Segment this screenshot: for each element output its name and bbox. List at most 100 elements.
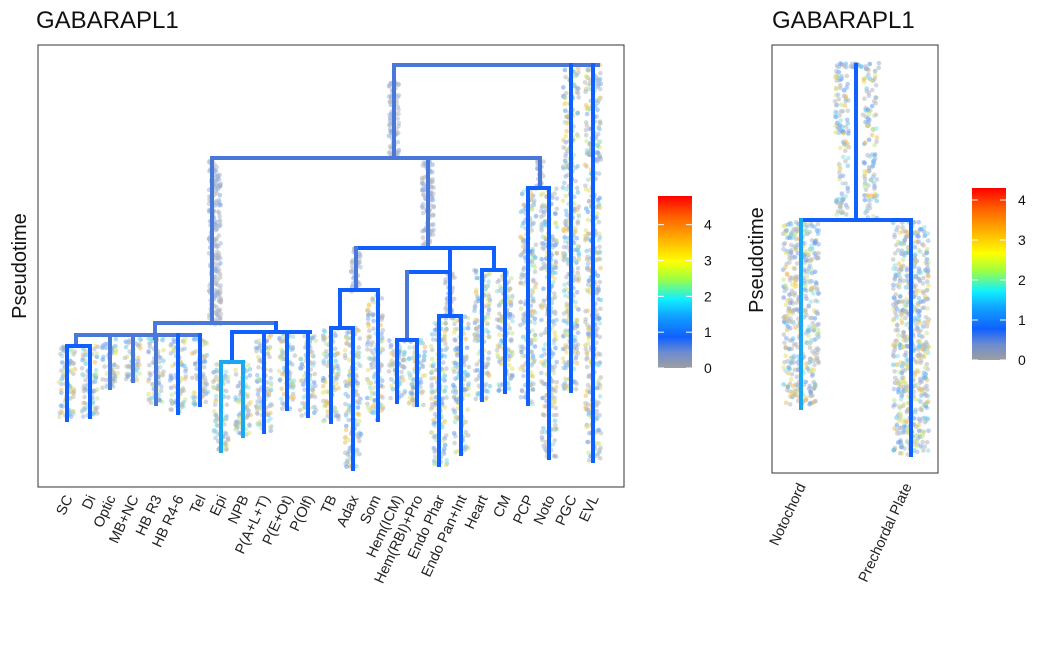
left-cell-point xyxy=(583,103,589,108)
left-cell-point xyxy=(552,330,557,335)
left-cell-point xyxy=(497,332,502,338)
right-cell-point xyxy=(834,120,840,126)
left-cell-point xyxy=(431,337,436,342)
right-cell-point xyxy=(925,320,931,325)
right-cell-point xyxy=(926,428,931,434)
left-cell-point xyxy=(401,357,406,363)
left-cell-point xyxy=(562,95,568,101)
left-cell-point xyxy=(409,382,414,387)
right-cell-point xyxy=(788,319,793,325)
right-cell-point xyxy=(840,181,845,186)
left-x-tick-label: PGC xyxy=(553,493,581,528)
right-cell-point xyxy=(787,338,792,343)
left-cell-point xyxy=(211,379,216,385)
left-cell-point xyxy=(505,322,511,328)
left-cell-point xyxy=(564,114,570,119)
right-cell-point xyxy=(816,250,821,256)
left-cell-point xyxy=(355,405,361,410)
left-cell-point xyxy=(161,348,166,353)
right-cell-point xyxy=(784,261,789,267)
left-cell-point xyxy=(518,306,524,311)
right-cell-point xyxy=(901,430,906,435)
left-cell-point xyxy=(560,198,566,204)
left-cell-point xyxy=(72,366,78,372)
left-cell-point xyxy=(595,131,601,137)
right-cell-point xyxy=(892,296,897,301)
left-cell-point xyxy=(464,345,470,351)
left-cell-point xyxy=(564,301,570,307)
left-cell-point xyxy=(216,183,222,188)
left-cell-point xyxy=(487,271,493,277)
right-cell-point xyxy=(912,397,918,402)
left-cell-point xyxy=(400,378,406,383)
left-cell-point xyxy=(233,395,238,400)
left-cell-point xyxy=(444,345,450,351)
left-cell-point xyxy=(574,381,579,387)
left-cell-point xyxy=(256,404,261,409)
left-cell-point xyxy=(586,86,592,92)
left-cell-point xyxy=(583,343,588,348)
left-cell-point xyxy=(442,388,448,394)
left-cell-point xyxy=(156,359,162,365)
right-cell-point xyxy=(865,123,870,129)
left-cell-point xyxy=(539,222,544,228)
left-cell-point xyxy=(431,417,436,423)
left-cell-point xyxy=(598,430,604,436)
left-cell-point xyxy=(321,328,327,333)
right-cell-point xyxy=(783,250,789,256)
right-cell-point xyxy=(898,413,903,419)
right-cell-point xyxy=(918,360,923,366)
right-cell-point xyxy=(807,280,812,285)
right-cell-point xyxy=(789,242,794,248)
right-cell-point xyxy=(925,448,931,453)
left-cell-point xyxy=(583,317,588,322)
left-cell-point xyxy=(494,347,500,353)
right-cell-point xyxy=(898,379,904,385)
left-cell-point xyxy=(532,269,538,275)
left-cell-point xyxy=(202,354,207,359)
left-cell-point xyxy=(463,444,469,449)
right-cell-point xyxy=(904,338,909,343)
left-cell-point xyxy=(356,361,361,367)
left-cell-point xyxy=(167,378,173,383)
left-cell-point xyxy=(218,255,223,261)
right-cell-point xyxy=(869,103,875,109)
left-cell-point xyxy=(94,354,100,360)
left-cell-point xyxy=(344,459,350,465)
left-cell-point xyxy=(344,341,349,346)
left-cell-point xyxy=(308,382,314,388)
left-cell-point xyxy=(520,272,525,278)
left-cell-point xyxy=(575,190,581,195)
left-cell-point xyxy=(256,365,261,370)
left-cell-point xyxy=(443,384,449,390)
left-cell-point xyxy=(60,360,65,365)
left-cell-point xyxy=(183,369,188,374)
left-cell-point xyxy=(562,254,567,259)
left-cell-point xyxy=(301,395,307,400)
right-cell-point xyxy=(838,61,843,66)
left-cell-point xyxy=(268,410,273,416)
left-cell-point xyxy=(574,361,580,366)
left-cell-point xyxy=(474,336,480,342)
left-cell-point xyxy=(552,191,557,196)
right-cell-point xyxy=(872,152,878,157)
left-cell-point xyxy=(276,368,282,374)
right-cell-point xyxy=(837,170,842,175)
right-cell-point xyxy=(843,181,848,186)
right-cell-point xyxy=(891,286,896,291)
right-cell-point xyxy=(811,367,817,373)
left-x-tick-label: SC xyxy=(54,493,77,518)
left-cell-point xyxy=(595,157,601,162)
left-x-tick-label: Adax xyxy=(334,492,363,529)
left-cell-point xyxy=(68,388,73,393)
right-cell-point xyxy=(838,145,843,151)
left-cell-point xyxy=(343,379,348,385)
left-cell-point xyxy=(59,376,64,382)
right-cell-point xyxy=(900,389,905,395)
right-cell-point xyxy=(900,419,906,425)
left-cell-point xyxy=(203,399,209,405)
right-cell-point xyxy=(804,229,809,235)
left-cell-point xyxy=(584,139,589,144)
right-cell-point xyxy=(841,130,847,136)
